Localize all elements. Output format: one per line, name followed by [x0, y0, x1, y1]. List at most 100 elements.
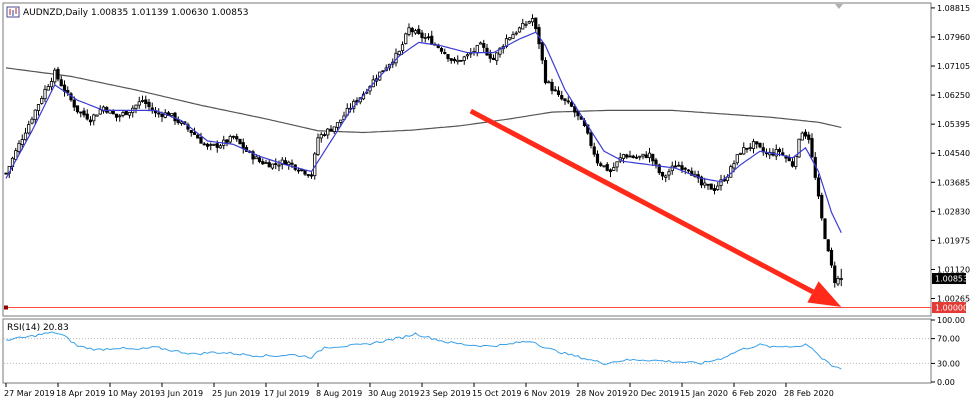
ma-fast-line: [5, 31, 842, 233]
candle: [209, 142, 213, 151]
candle: [556, 86, 561, 97]
rsi-panel[interactable]: [2, 318, 932, 384]
candle-body: [274, 163, 278, 165]
candle-body: [423, 37, 427, 39]
candle-body: [680, 165, 684, 170]
candle-body: [309, 174, 314, 177]
candle: [30, 116, 34, 125]
date-tick-label: 15 Oct 2019: [472, 389, 521, 398]
candle: [534, 17, 538, 33]
price-tick-label: 1.01120: [937, 265, 970, 274]
candle-body: [92, 114, 96, 122]
candle-body: [459, 59, 463, 62]
candle-body: [53, 69, 57, 83]
price-tick-label: 1.02830: [937, 207, 970, 216]
date-tick-label: 25 Jun 2019: [212, 389, 260, 398]
candle: [137, 96, 141, 109]
candle: [4, 172, 8, 175]
date-tick-label: 27 Mar 2019: [4, 389, 55, 398]
candle-body: [706, 183, 710, 186]
candle-body: [46, 86, 50, 91]
candle: [547, 80, 551, 84]
candle-body: [709, 183, 713, 190]
candle-body: [449, 58, 453, 61]
candle-body: [540, 42, 544, 61]
candle: [33, 109, 37, 124]
candle: [95, 114, 99, 117]
candle: [439, 46, 444, 55]
candle-body: [267, 162, 271, 168]
candle-body: [628, 155, 632, 158]
candle-body: [686, 169, 691, 172]
candle: [530, 14, 535, 26]
candle-body: [82, 110, 86, 116]
candle-body: [800, 132, 804, 141]
candle-body: [319, 134, 323, 139]
candle: [839, 268, 843, 287]
chart-shift-marker[interactable]: [835, 4, 843, 9]
price-tick-label: 1.03685: [937, 178, 970, 187]
candle-body: [699, 176, 704, 186]
candle: [40, 95, 44, 105]
candle-body: [264, 162, 268, 164]
trend-arrow[interactable]: [469, 108, 842, 307]
candle-body: [465, 54, 470, 57]
chart-title: AUDNZD,Daily 1.00835 1.01139 1.00630 1.0…: [23, 8, 248, 18]
current-price-badge: 1.00853: [932, 273, 968, 285]
candle: [326, 127, 330, 139]
candle-body: [189, 130, 193, 134]
candle-body: [751, 141, 756, 149]
candle-body: [179, 121, 184, 124]
candle-body: [443, 52, 447, 54]
candle-body: [218, 145, 223, 149]
rsi-levels: [4, 338, 930, 364]
candle-body: [4, 172, 8, 175]
candle-body: [98, 109, 102, 115]
candle: [816, 174, 821, 200]
candle: [628, 150, 632, 158]
rsi-title: RSI(14) 20.83: [7, 323, 69, 333]
candle: [560, 90, 564, 101]
candle: [615, 161, 619, 172]
date-tick-label: 28 Nov 2019: [576, 389, 627, 398]
candle-body: [287, 161, 291, 166]
candle-body: [30, 118, 34, 124]
candle: [456, 55, 460, 65]
arrow-shaft: [469, 108, 815, 295]
arrow-head: [807, 281, 842, 307]
candle-body: [719, 179, 723, 186]
candle-body: [196, 134, 200, 139]
candle: [88, 116, 93, 126]
candle: [677, 161, 681, 167]
level-line-anchor[interactable]: [4, 305, 8, 310]
candle-body: [137, 101, 141, 106]
candle: [140, 95, 145, 103]
price-tick-label: 1.06250: [937, 91, 970, 100]
candle: [735, 154, 739, 166]
candle-body: [816, 177, 821, 197]
candle-body: [790, 161, 795, 167]
candle: [517, 26, 522, 33]
candle-body: [823, 218, 827, 240]
candle-body: [446, 54, 450, 60]
candle: [316, 133, 320, 156]
candle: [228, 134, 232, 144]
candle: [742, 142, 746, 155]
candle-body: [566, 100, 570, 103]
date-tick-label: 28 Feb 2020: [784, 389, 834, 398]
candle: [755, 141, 759, 149]
candle-body: [430, 35, 434, 45]
candle: [781, 147, 785, 156]
candle-body: [703, 182, 707, 186]
candle-body: [569, 102, 574, 107]
candle-body: [612, 167, 616, 171]
candle: [407, 23, 411, 37]
candle-body: [556, 90, 561, 96]
price-panel[interactable]: [2, 2, 932, 317]
candle: [540, 41, 544, 65]
price-tick-label: 1.07960: [937, 33, 970, 42]
candle-body: [755, 141, 759, 145]
candle-body: [426, 36, 431, 39]
candle: [800, 131, 804, 141]
